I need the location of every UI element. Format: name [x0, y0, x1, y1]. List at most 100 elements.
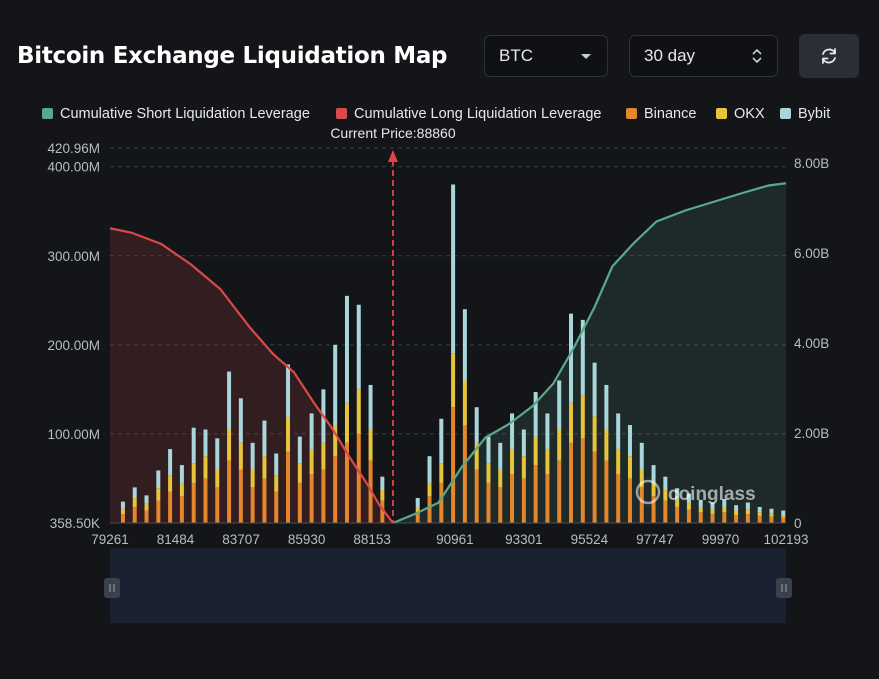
- x-tick-label: 95524: [571, 532, 609, 547]
- bar-bybit: [274, 453, 279, 476]
- coin-select-value: BTC: [499, 46, 533, 65]
- bar-binance: [698, 512, 703, 523]
- updown-chevron-icon: [752, 48, 762, 64]
- bar-okx: [734, 510, 739, 515]
- bar-okx: [120, 508, 125, 515]
- bar-okx: [745, 509, 750, 515]
- bar-bybit: [486, 436, 491, 464]
- y-left-tick-label: 400.00M: [47, 160, 100, 175]
- bar-okx: [380, 490, 385, 501]
- bar-okx: [132, 498, 137, 507]
- zoom-handle-right[interactable]: [776, 578, 792, 598]
- bar-binance: [168, 491, 173, 523]
- bar-binance: [286, 451, 291, 523]
- x-tick-label: 97747: [636, 532, 674, 547]
- bar-bybit: [722, 498, 727, 507]
- bar-okx: [274, 475, 279, 492]
- legend-swatch: [780, 108, 791, 119]
- zoom-slider[interactable]: [104, 548, 792, 623]
- current-price-marker: Current Price:88860: [330, 125, 456, 523]
- bar-binance: [415, 512, 420, 523]
- y-right-tick-label: 2.00B: [794, 426, 829, 441]
- bar-bybit: [415, 498, 420, 507]
- bar-bybit: [368, 384, 373, 430]
- zoom-handle-left[interactable]: [104, 578, 120, 598]
- bar-okx: [651, 482, 656, 497]
- bar-binance: [592, 451, 597, 523]
- bar-binance: [627, 478, 632, 523]
- bar-series: [120, 184, 786, 523]
- bar-binance: [722, 512, 727, 523]
- bar-bybit: [781, 510, 786, 515]
- bar-bybit: [757, 506, 762, 513]
- bar-binance: [580, 438, 585, 523]
- bar-binance: [521, 478, 526, 523]
- legend-label: Cumulative Short Liquidation Leverage: [60, 106, 310, 122]
- refresh-icon: [822, 48, 836, 64]
- bar-okx: [156, 488, 161, 501]
- bar-binance: [710, 514, 715, 523]
- watermark-text: coinglass: [668, 484, 756, 505]
- bar-okx: [144, 503, 149, 511]
- watermark: coinglass: [635, 479, 756, 505]
- bar-okx: [686, 502, 691, 510]
- bar-binance: [215, 487, 220, 523]
- bar-okx: [474, 442, 479, 470]
- bar-okx: [321, 442, 326, 470]
- bar-binance: [474, 469, 479, 523]
- arrow-up-icon: [387, 150, 398, 162]
- bar-okx: [627, 456, 632, 479]
- bar-binance: [545, 474, 550, 523]
- bar-bybit: [215, 438, 220, 470]
- x-tick-label: 99970: [702, 532, 740, 547]
- bar-bybit: [250, 442, 255, 470]
- coinglass-logo-icon: [635, 479, 661, 505]
- bar-okx: [297, 463, 302, 483]
- bar-binance: [250, 487, 255, 523]
- bar-binance: [356, 433, 361, 523]
- bar-binance: [179, 496, 184, 523]
- bar-okx: [675, 498, 680, 507]
- x-tick-label: 81484: [157, 532, 195, 547]
- bar-okx: [592, 416, 597, 452]
- y-left-tick-label: 420.96M: [47, 141, 100, 156]
- bar-okx: [250, 469, 255, 488]
- bar-bybit: [521, 429, 526, 457]
- bar-bybit: [510, 413, 515, 450]
- bar-okx: [510, 449, 515, 475]
- refresh-button[interactable]: [799, 34, 859, 78]
- y-left-tick-label: 200.00M: [47, 338, 100, 353]
- bar-binance: [616, 474, 621, 523]
- bar-bybit: [592, 362, 597, 417]
- bar-okx: [557, 429, 562, 461]
- bar-okx: [179, 482, 184, 497]
- coin-select[interactable]: BTC: [484, 35, 608, 77]
- chart-legend: Cumulative Short Liquidation Leverage Cum…: [42, 106, 830, 122]
- bar-bybit: [191, 427, 196, 464]
- period-select[interactable]: 30 day: [629, 35, 778, 77]
- bar-bybit: [580, 319, 585, 396]
- bar-okx: [451, 353, 456, 408]
- bar-binance: [745, 514, 750, 523]
- bar-okx: [545, 449, 550, 475]
- x-tick-label: 79261: [91, 532, 129, 547]
- bar-bybit: [745, 502, 750, 510]
- x-tick-label: 88153: [353, 532, 391, 547]
- bar-binance: [156, 500, 161, 523]
- chart-grid: [110, 147, 786, 435]
- zoom-track: [110, 548, 786, 623]
- x-tick-label: 83707: [222, 532, 260, 547]
- bar-bybit: [616, 413, 621, 450]
- page-title: Bitcoin Exchange Liquidation Map: [17, 43, 448, 69]
- bar-okx: [769, 513, 774, 517]
- bar-okx: [486, 463, 491, 483]
- y-left-tick-label: 100.00M: [47, 427, 100, 442]
- bar-binance: [569, 442, 574, 523]
- bar-okx: [616, 449, 621, 475]
- bar-bybit: [203, 429, 208, 457]
- bar-binance: [309, 474, 314, 523]
- bar-okx: [427, 482, 432, 497]
- bar-binance: [486, 482, 491, 523]
- x-tick-label: 90961: [436, 532, 474, 547]
